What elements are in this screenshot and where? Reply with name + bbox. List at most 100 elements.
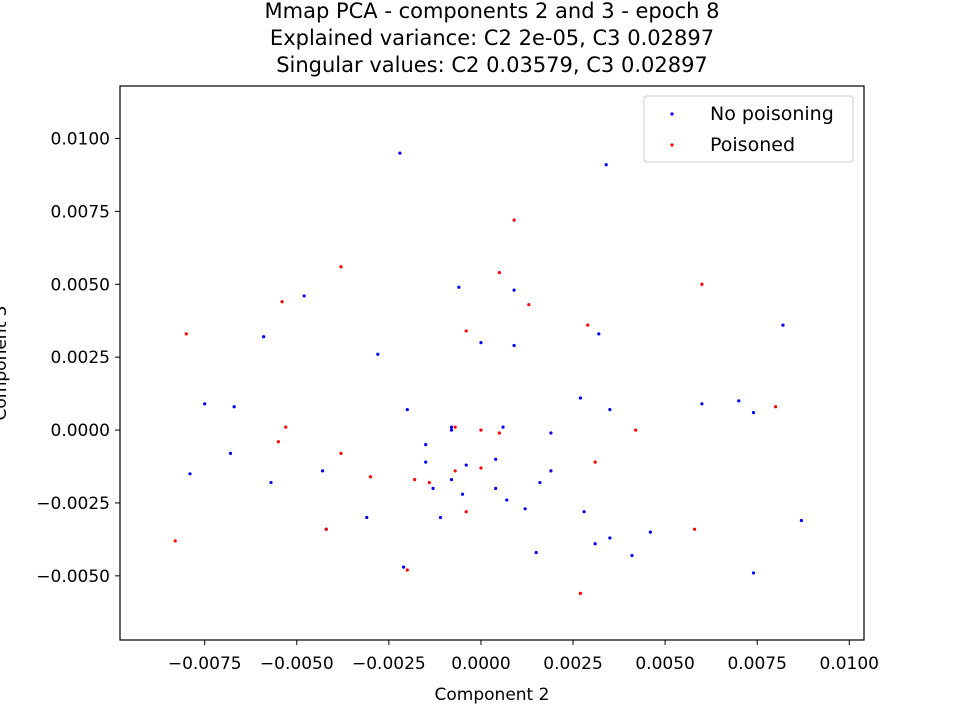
scatter-point: [494, 486, 498, 490]
scatter-point: [464, 463, 468, 467]
scatter-point: [586, 323, 590, 327]
y-tick-label: −0.0050: [36, 567, 110, 587]
scatter-point: [479, 428, 483, 432]
scatter-point: [608, 536, 612, 540]
scatter-point: [497, 431, 501, 435]
scatter-point: [464, 510, 468, 514]
scatter-point: [449, 428, 454, 432]
scatter-point: [320, 469, 325, 473]
scatter-point: [280, 300, 284, 304]
scatter-point: [188, 472, 192, 476]
scatter-point: [512, 218, 516, 222]
scatter-point: [413, 478, 417, 482]
scatter-point: [368, 475, 373, 479]
scatter-point: [228, 451, 233, 455]
y-tick-label: −0.0025: [36, 494, 110, 514]
data-points: [173, 151, 803, 595]
chart-title-line-1: Mmap PCA - components 2 and 3 - epoch 8: [265, 0, 720, 23]
scatter-point: [457, 285, 461, 289]
scatter-point: [582, 510, 586, 514]
scatter-point: [494, 457, 498, 461]
scatter-point: [751, 571, 756, 575]
scatter-point: [376, 352, 380, 356]
scatter-point: [501, 425, 505, 429]
scatter-point: [365, 515, 369, 520]
scatter-point: [262, 335, 266, 339]
x-tick-label: 0.0025: [543, 654, 602, 674]
scatter-point: [538, 480, 542, 485]
scatter-point: [184, 332, 188, 336]
y-tick-label: 0.0100: [51, 129, 110, 149]
scatter-point: [774, 405, 778, 409]
scatter-point: [398, 151, 402, 155]
legend-label-no-poisoning: No poisoning: [710, 103, 834, 125]
scatter-point: [512, 343, 516, 348]
y-axis-label: Component 3: [0, 306, 11, 421]
scatter-point: [464, 329, 468, 333]
scatter-point: [449, 478, 454, 482]
scatter-point: [460, 492, 465, 496]
scatter-point: [339, 265, 343, 269]
scatter-point: [424, 443, 428, 447]
scatter-point: [479, 466, 483, 470]
scatter-point: [405, 568, 409, 572]
scatter-point: [497, 271, 501, 275]
scatter-point: [431, 486, 435, 490]
scatter-point: [737, 399, 741, 403]
scatter-point: [449, 425, 454, 429]
y-tick-label: 0.0025: [51, 348, 110, 368]
scatter-point: [427, 480, 431, 485]
scatter-point: [648, 530, 652, 534]
scatter-point: [269, 480, 273, 485]
scatter-point: [523, 507, 527, 511]
plot-area: [119, 85, 865, 641]
chart-title-line-2: Explained variance: C2 2e-05, C3 0.02897: [270, 26, 714, 50]
series-no-poisoning: [188, 151, 803, 575]
scatter-point: [593, 542, 597, 546]
x-tick-label: 0.0050: [635, 654, 694, 674]
scatter-point: [232, 405, 236, 409]
x-tick-label: −0.0050: [260, 654, 334, 674]
scatter-point: [578, 591, 582, 595]
chart-title-line-3: Singular values: C2 0.03579, C3 0.02897: [276, 53, 708, 77]
scatter-point: [324, 527, 328, 531]
scatter-point: [479, 340, 483, 345]
x-tick-label: 0.0000: [451, 654, 510, 674]
x-axis: −0.0075 −0.0050 −0.0025 0.0000 0.0025 0.0050 0…: [168, 640, 879, 674]
scatter-point: [700, 282, 704, 286]
x-tick-label: −0.0025: [352, 654, 426, 674]
y-tick-label: 0.0075: [51, 202, 110, 222]
scatter-point: [630, 553, 634, 558]
scatter-point: [512, 288, 516, 292]
scatter-point: [534, 550, 538, 555]
scatter-point: [339, 451, 343, 455]
scatter-point: [505, 498, 509, 502]
x-tick-label: −0.0075: [168, 654, 242, 674]
legend-box: [643, 95, 854, 163]
scatter-point: [781, 323, 785, 327]
scatter-point: [453, 469, 457, 473]
x-axis-label: Component 2: [435, 685, 550, 705]
series-poisoned: [173, 218, 778, 595]
scatter-point: [424, 460, 428, 464]
scatter-point: [203, 402, 207, 406]
scatter-point: [799, 518, 803, 523]
scatter-point: [453, 425, 457, 429]
scatter-point: [173, 539, 177, 543]
legend-marker-poisoned: [670, 143, 674, 147]
scatter-point: [593, 460, 597, 464]
scatter-point: [276, 440, 280, 444]
scatter-point: [604, 163, 608, 167]
scatter-point: [634, 428, 638, 432]
legend-marker-no-poisoning: [670, 112, 674, 116]
scatter-point: [700, 402, 704, 406]
x-tick-label: 0.0075: [727, 654, 786, 674]
scatter-point: [402, 565, 406, 569]
scatter-point: [438, 515, 443, 520]
legend: No poisoning Poisoned: [643, 95, 854, 163]
legend-label-poisoned: Poisoned: [710, 134, 795, 156]
scatter-point: [549, 431, 553, 435]
scatter-point: [302, 294, 306, 298]
x-tick-label: 0.0100: [820, 654, 879, 674]
